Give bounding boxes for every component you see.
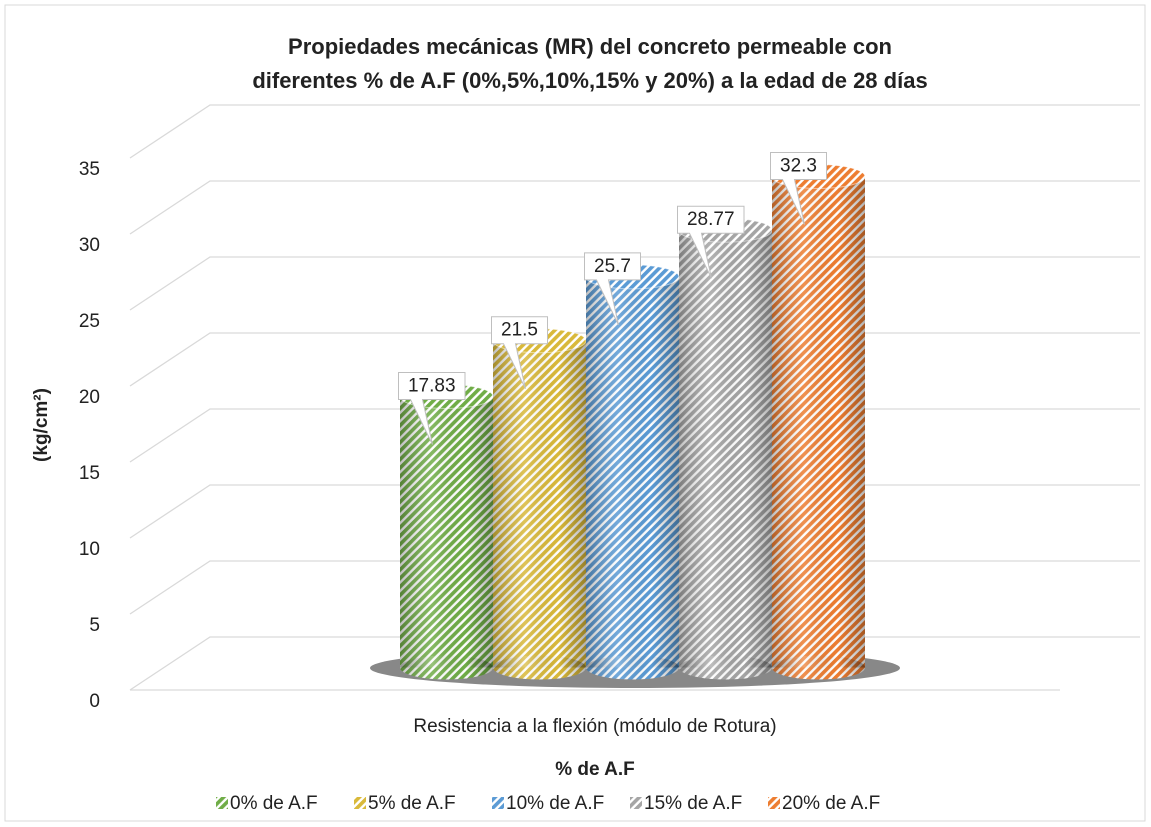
value-label: 25.7: [594, 256, 631, 277]
value-label-box: [491, 316, 548, 389]
y-tick-label: 10: [79, 539, 100, 560]
bar-shade: [679, 230, 772, 668]
value-label-box: [584, 252, 641, 326]
legend-swatch: [768, 797, 780, 809]
legend-swatch: [492, 797, 504, 809]
value-label-box: [677, 205, 745, 279]
legend-swatch: [630, 797, 642, 809]
value-label-box: [770, 152, 827, 225]
legend-swatch: [216, 797, 228, 809]
bar-shade: [493, 340, 586, 668]
y-tick-label: 15: [79, 463, 100, 484]
grid-line: [129, 104, 1140, 159]
bar-shade: [400, 396, 493, 668]
legend-label: 15% de A.F: [644, 793, 742, 814]
value-label: 21.5: [501, 320, 538, 341]
y-tick-label: 20: [79, 387, 100, 408]
x-tick-label: Resistencia a la flexión (módulo de Rotu…: [413, 716, 776, 737]
legend-label: 20% de A.F: [782, 793, 880, 814]
legend-label: 10% de A.F: [506, 793, 604, 814]
y-tick-label: 0: [89, 691, 100, 712]
y-axis-label: (kg/cm²): [31, 388, 52, 462]
chart-title: Propiedades mecánicas (MR) del concreto …: [288, 34, 892, 59]
bar-shade: [772, 176, 865, 668]
value-label: 32.3: [780, 156, 817, 177]
y-tick-label: 5: [89, 615, 100, 636]
value-label-box: [398, 371, 466, 445]
y-tick-label: 25: [79, 311, 100, 332]
bar-shade: [586, 276, 679, 668]
legend-swatch: [354, 797, 366, 809]
x-axis-label: % de A.F: [555, 759, 635, 780]
value-label: 17.83: [408, 375, 456, 396]
legend-label: 5% de A.F: [368, 793, 456, 814]
legend-label: 0% de A.F: [230, 793, 318, 814]
chart-title: diferentes % de A.F (0%,5%,10%,15% y 20%…: [252, 68, 927, 93]
value-label: 28.77: [687, 209, 735, 230]
y-tick-label: 35: [79, 159, 100, 180]
y-tick-label: 30: [79, 235, 100, 256]
